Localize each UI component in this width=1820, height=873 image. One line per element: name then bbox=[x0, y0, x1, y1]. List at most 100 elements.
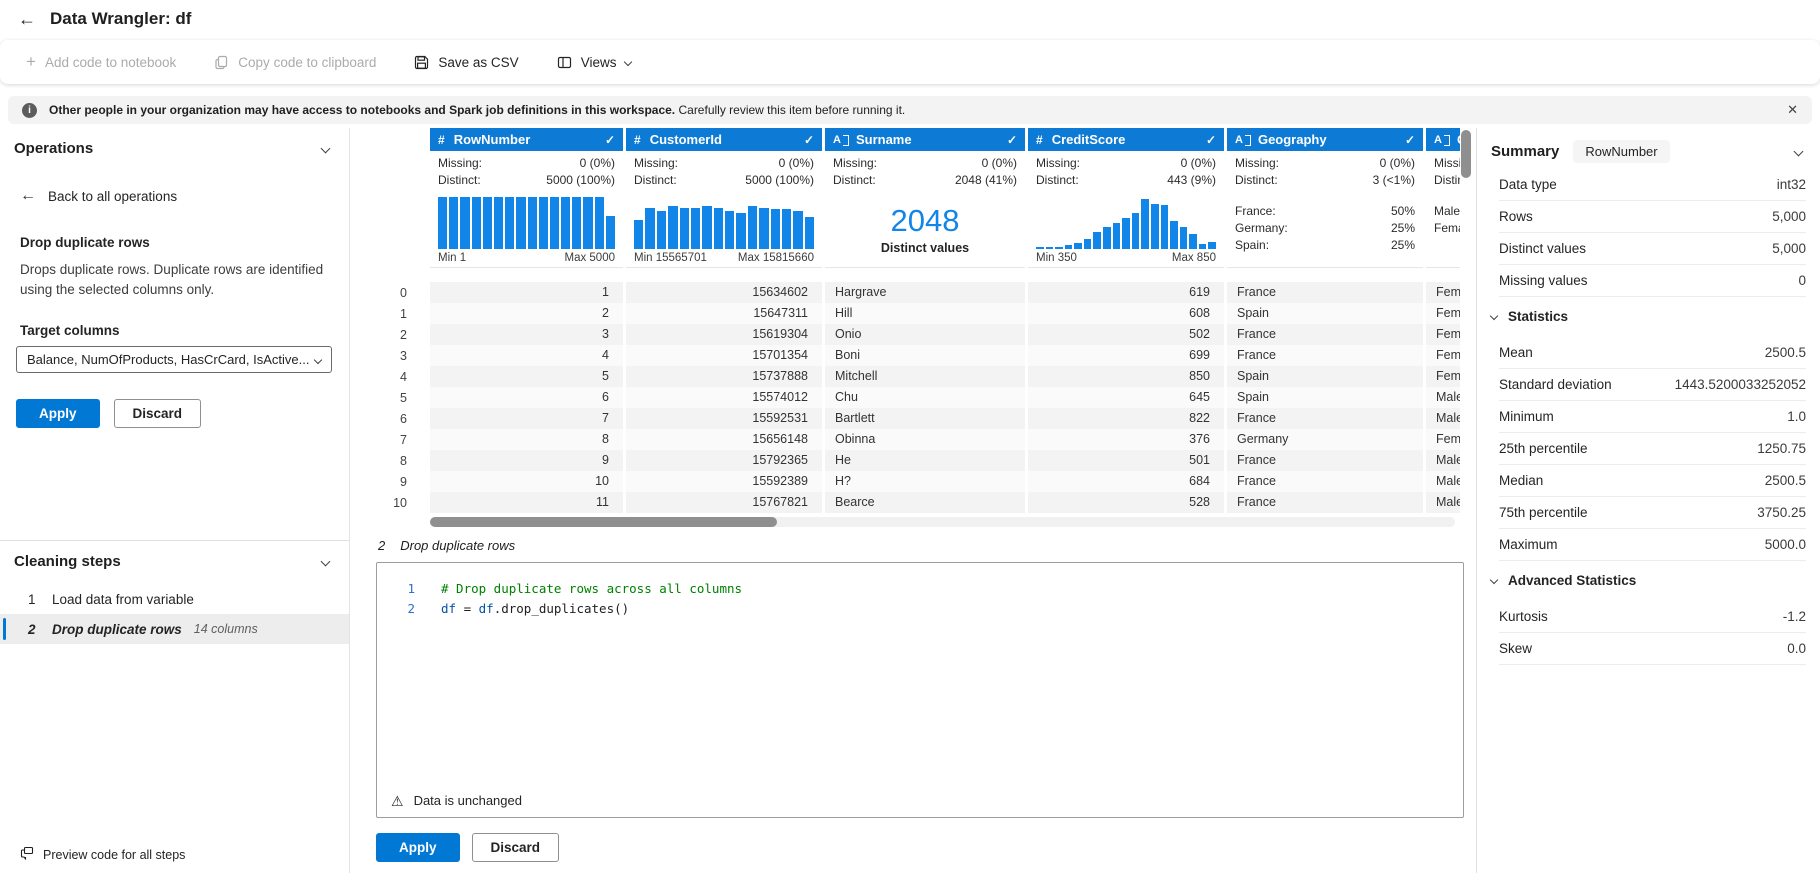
discard-button[interactable]: Discard bbox=[113, 399, 202, 429]
cell-Surname: H? bbox=[825, 471, 1025, 492]
summary-advanced-statistics: Kurtosis -1.2 Skew 0.0 bbox=[1491, 601, 1806, 665]
column-stats: Missing: 0 (0%) Distinct: 2048 (41%) bbox=[825, 155, 1025, 189]
code-text: # Drop duplicate rows across all columns bbox=[441, 579, 742, 599]
cell-CreditScore: 684 bbox=[1028, 471, 1224, 492]
cell-Surname: Mitchell bbox=[825, 366, 1025, 387]
summary-row: Mean 2500.5 bbox=[1499, 337, 1806, 369]
summary-label: Minimum bbox=[1499, 409, 1554, 424]
histogram-bar bbox=[1103, 227, 1111, 249]
min-label: Min 350 bbox=[1036, 252, 1077, 264]
workspace-warning-banner: i Other people in your organization may … bbox=[8, 96, 1812, 124]
operation-name: Drop duplicate rows bbox=[20, 235, 150, 250]
title-bar: ← Data Wrangler: df bbox=[0, 0, 1820, 38]
views-button[interactable]: Views bbox=[557, 55, 633, 70]
chevron-down-icon[interactable] bbox=[1793, 146, 1804, 157]
column-header-CreditScore[interactable]: # CreditScore ✓ bbox=[1028, 128, 1224, 151]
stat-row: Distinct: 443 (9%) bbox=[1036, 172, 1216, 189]
chevron-down-icon[interactable] bbox=[320, 143, 331, 154]
table-row: 6 7 15592531 Bartlett 822 France Male bbox=[360, 408, 1460, 429]
toolbar: + Add code to notebook Copy code to clip… bbox=[0, 40, 1820, 84]
code-token: df bbox=[441, 601, 457, 616]
stat-row: Distinct: 2048 (41%) bbox=[833, 172, 1017, 189]
histogram-bar bbox=[583, 197, 593, 249]
apply-button[interactable]: Apply bbox=[16, 399, 100, 429]
chevron-down-icon[interactable] bbox=[320, 556, 331, 567]
stat-value: 0 (0%) bbox=[579, 156, 615, 170]
max-label: Max 850 bbox=[1171, 252, 1216, 264]
data-grid: # RowNumber ✓ Missing: 0 (0%) Distinct: 5000 (… bbox=[360, 128, 1460, 513]
vertical-scrollbar-thumb[interactable] bbox=[1461, 130, 1471, 178]
summary-row: Skew 0.0 bbox=[1499, 633, 1806, 665]
horizontal-scrollbar[interactable] bbox=[430, 517, 1455, 527]
column-header-CustomerId[interactable]: # CustomerId ✓ bbox=[626, 128, 822, 151]
histogram-bar bbox=[1208, 241, 1216, 249]
summary-value: 2500.5 bbox=[1764, 473, 1806, 488]
target-columns-select[interactable]: Balance, NumOfProducts, HasCrCard, IsAct… bbox=[16, 346, 332, 374]
back-arrow-icon[interactable]: ← bbox=[18, 8, 36, 29]
table-row: 0115634602Hargrave619FranceFema bbox=[360, 282, 1460, 303]
preview-code-icon bbox=[20, 846, 34, 863]
checkmark-icon[interactable]: ✓ bbox=[1006, 132, 1017, 147]
column-header-RowNumber[interactable]: # RowNumber ✓ bbox=[430, 128, 623, 151]
histogram-bar bbox=[713, 207, 723, 249]
summary-value: -1.2 bbox=[1782, 609, 1806, 624]
save-as-csv-button[interactable]: Save as CSV bbox=[414, 55, 519, 70]
column-header-Surname[interactable]: A Surname ✓ bbox=[825, 128, 1025, 151]
cell-Surname: Hill bbox=[825, 303, 1025, 324]
copy-code-button[interactable]: Copy code to clipboard bbox=[214, 55, 376, 70]
cell-Geography: France bbox=[1227, 282, 1423, 303]
text-column-icon: A bbox=[1235, 133, 1251, 146]
statistics-section-header[interactable]: Statistics bbox=[1489, 301, 1806, 331]
stat-row: Distinct: bbox=[1434, 172, 1460, 189]
checkmark-icon[interactable]: ✓ bbox=[803, 132, 814, 147]
histogram-bar bbox=[747, 205, 758, 249]
histogram-bar bbox=[634, 220, 644, 249]
summary-label: Rows bbox=[1499, 209, 1533, 224]
cell-Gender: Fema bbox=[1426, 282, 1460, 303]
histogram bbox=[634, 197, 814, 249]
histogram-bar bbox=[549, 197, 560, 249]
histogram-bar bbox=[1160, 205, 1169, 249]
banner-rest-text: Carefully review this item before runnin… bbox=[675, 103, 906, 117]
column-name: G bbox=[1457, 132, 1460, 147]
discard-step-button[interactable]: Discard bbox=[471, 833, 560, 862]
histogram-bar bbox=[1150, 203, 1159, 249]
add-code-to-notebook-button[interactable]: + Add code to notebook bbox=[26, 53, 176, 70]
apply-step-button[interactable]: Apply bbox=[376, 833, 460, 862]
cell-Gender: Male bbox=[1426, 408, 1460, 429]
stat-value: 0 (0%) bbox=[1180, 156, 1216, 170]
horizontal-scrollbar-thumb[interactable] bbox=[430, 517, 777, 527]
stat-label: Distinct: bbox=[833, 173, 876, 187]
histogram-bar bbox=[516, 197, 526, 249]
checkmark-icon[interactable]: ✓ bbox=[1205, 132, 1216, 147]
cell-Gender: Fema bbox=[1426, 324, 1460, 345]
histogram-bar bbox=[781, 209, 792, 249]
preview-code-link[interactable]: Preview code for all steps bbox=[20, 846, 185, 863]
stat-row: Missing: 0 (0%) bbox=[1036, 155, 1216, 172]
data-unchanged-warning: ⚠︎ Data is unchanged bbox=[391, 793, 522, 808]
advanced-statistics-section-header[interactable]: Advanced Statistics bbox=[1489, 565, 1806, 595]
stat-value: 0 (0%) bbox=[1379, 156, 1415, 170]
summary-value: 1250.75 bbox=[1757, 441, 1806, 456]
column-name: RowNumber bbox=[453, 132, 531, 147]
summary-row: Missing values 0 bbox=[1499, 265, 1806, 297]
summary-value: 5,000 bbox=[1772, 241, 1806, 256]
summary-label: Missing values bbox=[1499, 273, 1588, 288]
cell-CustomerId: 15647311 bbox=[626, 303, 822, 324]
close-icon[interactable]: ✕ bbox=[1787, 102, 1798, 117]
checkmark-icon[interactable]: ✓ bbox=[604, 132, 615, 147]
operations-panel: Operations ← Back to all operations Drop… bbox=[0, 128, 350, 873]
summary-label: Kurtosis bbox=[1499, 609, 1548, 624]
checkmark-icon[interactable]: ✓ bbox=[1404, 132, 1415, 147]
cell-CustomerId: 15737888 bbox=[626, 366, 822, 387]
target-columns-value: Balance, NumOfProducts, HasCrCard, IsAct… bbox=[27, 352, 310, 368]
histogram-bar bbox=[736, 213, 746, 249]
histogram-bar bbox=[1074, 243, 1082, 249]
chevron-down-icon bbox=[313, 355, 323, 364]
cleaning-step[interactable]: 2 Drop duplicate rows 14 columns bbox=[0, 614, 349, 644]
back-to-all-operations-link[interactable]: ← Back to all operations bbox=[20, 187, 349, 205]
cleaning-step[interactable]: 1 Load data from variable bbox=[0, 584, 349, 614]
column-header-Geography[interactable]: A Geography ✓ bbox=[1227, 128, 1423, 151]
column-header-Gender[interactable]: AG✓ bbox=[1426, 128, 1460, 151]
histogram-bar bbox=[1045, 247, 1054, 249]
